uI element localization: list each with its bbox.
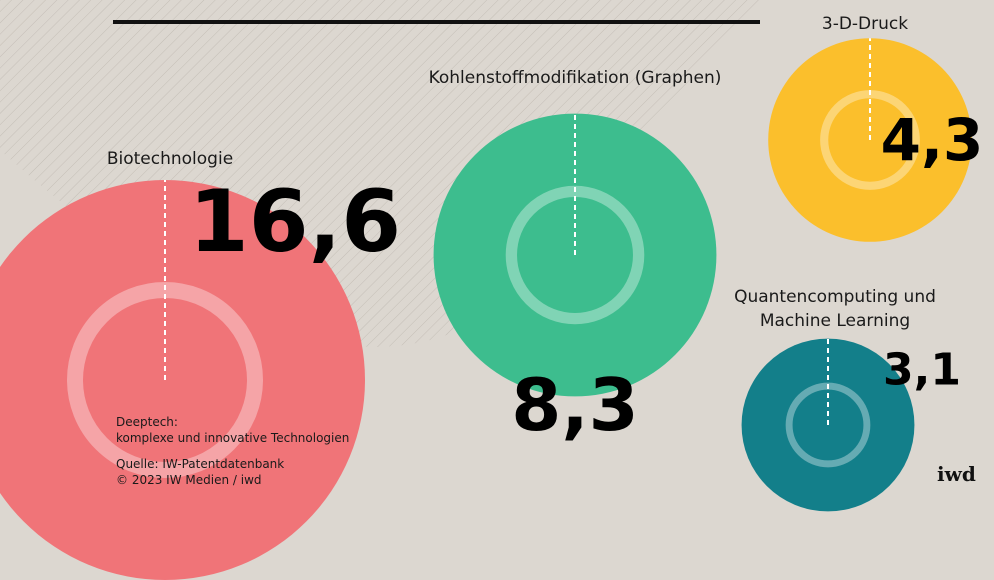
copyright: © 2023 IW Medien / iwd [116, 472, 262, 488]
category-label: Biotechnologie [80, 147, 260, 171]
value-label: 16,6 [189, 172, 401, 272]
definition: komplexe und innovative Technologien [116, 430, 349, 446]
infographic: Deeptech: komplexe und innovative Techno… [0, 0, 994, 580]
value-label: 4,3 [881, 106, 984, 174]
value-label: 3,1 [883, 345, 961, 396]
value-label: 8,3 [511, 363, 639, 447]
category-label: Kohlenstoffmodifikation (Graphen) [425, 66, 725, 90]
definition-title: Deeptech: [116, 414, 178, 430]
category-label: Quantencomputing und Machine Learning [720, 285, 950, 333]
category-label: 3-D-Druck [790, 12, 940, 36]
logo: iwd [937, 462, 976, 486]
source: Quelle: IW-Patentdatenbank [116, 456, 284, 472]
